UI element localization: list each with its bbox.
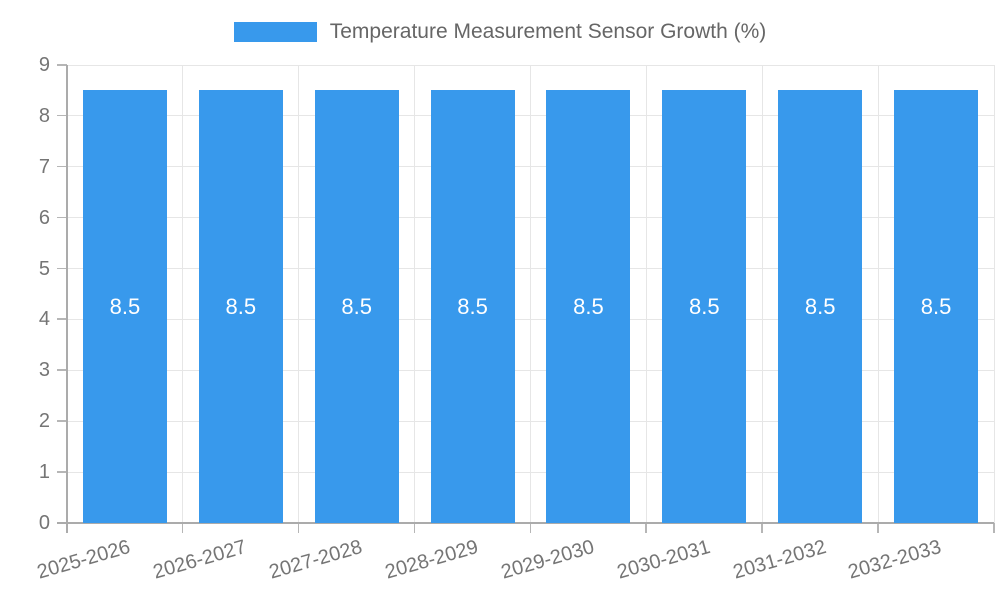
y-axis-tick-label: 0 <box>38 512 50 534</box>
x-axis-tick-label: 2029-2030 <box>498 536 597 584</box>
x-axis-tick <box>645 523 647 533</box>
y-axis-tick-label: 8 <box>38 104 50 127</box>
gridline-vertical <box>877 65 879 523</box>
bar-value-label: 8.5 <box>457 293 488 319</box>
x-axis-tick <box>993 523 995 533</box>
x-axis-tick <box>761 523 763 533</box>
y-axis-tick-label: 7 <box>38 155 50 178</box>
x-axis-baseline <box>57 522 994 524</box>
x-axis-tick <box>413 523 416 533</box>
y-axis-tick-label: 1 <box>38 461 50 484</box>
bar-value-label: 8.5 <box>225 293 257 319</box>
legend-label: Temperature Measurement Sensor Growth (%… <box>329 20 767 43</box>
x-axis-tick <box>529 523 531 533</box>
y-axis-tick <box>57 318 67 320</box>
gridline-vertical <box>414 65 416 523</box>
y-axis-tick <box>57 216 67 219</box>
y-axis-tick-label: 6 <box>38 206 50 229</box>
y-axis-tick <box>57 267 67 270</box>
bar[interactable] <box>430 90 515 523</box>
bar-value-label: 8.5 <box>804 293 836 319</box>
y-axis-tick-label: 3 <box>38 359 50 382</box>
y-axis-tick <box>57 369 67 371</box>
bar[interactable] <box>198 90 283 523</box>
y-axis-tick-label: 2 <box>38 410 50 433</box>
y-axis-tick-label: 9 <box>38 54 50 76</box>
x-axis-tick-label: 2032-2033 <box>846 536 945 584</box>
bar-value-label: 8.5 <box>341 293 372 319</box>
x-axis-tick-label: 2026-2027 <box>150 536 249 584</box>
bar[interactable] <box>662 90 747 523</box>
bar-value-label: 8.5 <box>109 293 141 319</box>
x-axis-tick-label: 2027-2028 <box>266 536 365 584</box>
y-axis-tick-label: 4 <box>38 308 50 331</box>
y-axis-line <box>65 65 68 533</box>
x-axis-tick <box>877 523 879 533</box>
y-axis-tick <box>57 114 67 117</box>
gridline-vertical <box>182 65 184 523</box>
x-axis-tick-label: 2028-2029 <box>382 536 481 584</box>
x-axis-tick-label: 2025-2026 <box>34 536 134 584</box>
gridline-vertical <box>645 65 647 523</box>
y-axis-tick <box>57 165 67 168</box>
y-axis-tick <box>57 420 67 422</box>
gridline-vertical <box>761 65 763 523</box>
legend-swatch <box>233 22 317 42</box>
bar[interactable] <box>894 90 979 523</box>
bar[interactable] <box>778 90 863 523</box>
y-axis-tick <box>57 471 67 473</box>
x-axis-tick-label: 2031-2032 <box>730 536 829 584</box>
bar[interactable] <box>82 90 167 523</box>
x-axis-tick <box>181 523 184 533</box>
gridline-vertical <box>993 65 995 523</box>
gridline-vertical <box>298 65 300 523</box>
x-axis-tick <box>297 523 300 533</box>
bar[interactable] <box>314 90 399 523</box>
gridline-vertical <box>530 65 531 523</box>
bar[interactable] <box>546 90 631 523</box>
bar-value-label: 8.5 <box>573 293 604 319</box>
y-axis-tick-label: 5 <box>38 257 50 280</box>
y-axis-tick <box>57 64 67 66</box>
x-axis-tick-label: 2030-2031 <box>614 536 713 584</box>
bar-value-label: 8.5 <box>689 293 720 319</box>
bar-value-label: 8.5 <box>920 293 952 319</box>
chart-legend[interactable]: Temperature Measurement Sensor Growth (%… <box>0 20 1000 44</box>
